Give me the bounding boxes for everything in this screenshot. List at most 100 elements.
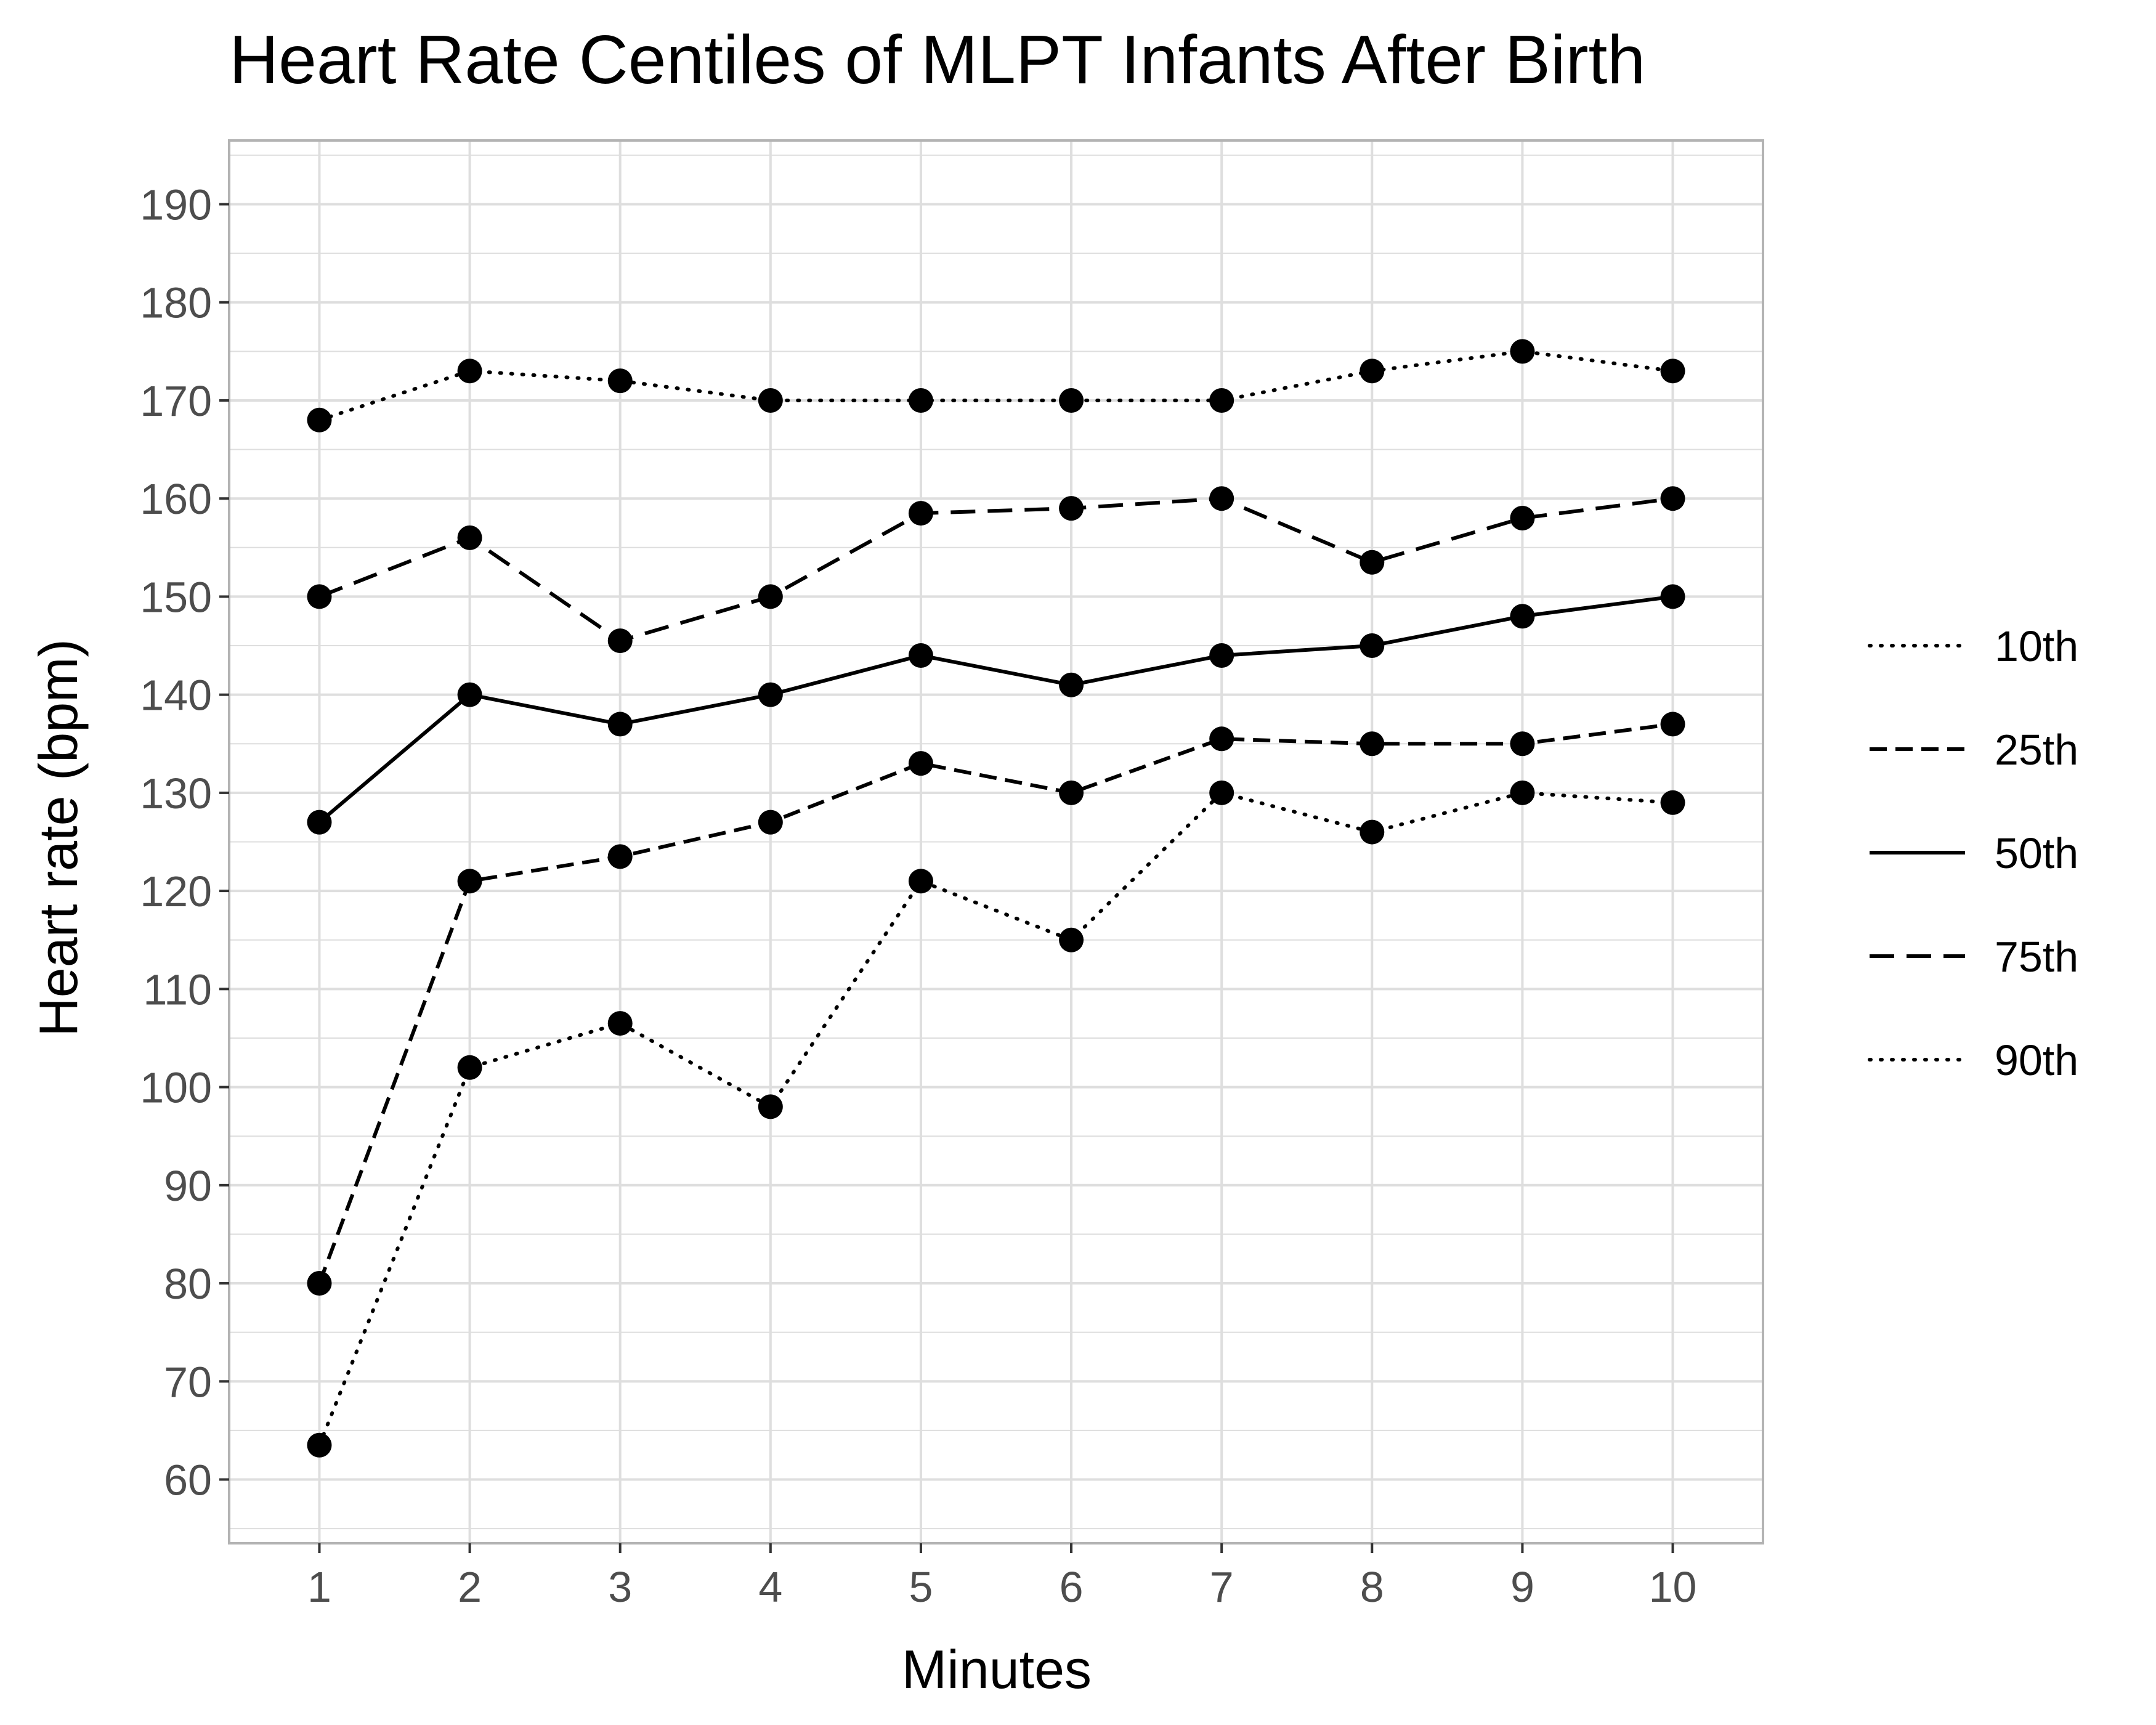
data-point: [758, 682, 783, 707]
data-point: [307, 1271, 332, 1296]
data-point: [1660, 584, 1685, 609]
x-tick-label: 1: [307, 1563, 331, 1611]
legend-label: 50th: [1995, 829, 2078, 877]
data-point: [1360, 819, 1385, 845]
series-line-75th: [318, 497, 1673, 643]
series-75th: [307, 486, 1685, 654]
legend-label: 90th: [1995, 1036, 2078, 1084]
y-tick-label: 130: [140, 769, 212, 818]
grid: [229, 140, 1763, 1543]
data-point: [1059, 927, 1084, 952]
y-tick-label: 110: [143, 965, 212, 1013]
series-line-90th: [317, 349, 1675, 422]
data-point: [607, 712, 633, 737]
data-point: [758, 1094, 783, 1119]
x-tick-label: 7: [1210, 1563, 1234, 1611]
legend-item-50th: 50th: [1870, 829, 2078, 877]
data-point: [307, 1432, 332, 1458]
data-point: [307, 810, 332, 835]
data-point: [1660, 712, 1685, 737]
data-point: [307, 407, 332, 432]
data-point: [1059, 780, 1084, 805]
y-tick-label: 170: [140, 377, 212, 425]
data-point: [758, 584, 783, 609]
legend-label: 10th: [1995, 622, 2078, 670]
series-group: [307, 339, 1685, 1458]
data-point: [457, 1055, 482, 1080]
data-point: [908, 751, 933, 776]
data-point: [307, 584, 332, 609]
y-tick-label: 150: [140, 573, 212, 621]
data-point: [758, 810, 783, 835]
y-axis-title: Heart rate (bpm): [28, 639, 89, 1037]
legend-item-25th: 25th: [1870, 726, 2078, 774]
data-point: [1360, 550, 1385, 575]
series-line-25th: [317, 722, 1673, 1285]
x-tick-label: 6: [1060, 1563, 1084, 1611]
data-point: [1059, 388, 1084, 413]
y-tick-label: 190: [140, 181, 212, 229]
chart-title: Heart Rate Centiles of MLPT Infants Afte…: [229, 22, 1645, 98]
y-tick-label: 70: [164, 1358, 212, 1406]
data-point: [908, 501, 933, 526]
legend-item-75th: 75th: [1870, 933, 2078, 981]
data-point: [1209, 643, 1234, 668]
data-point: [1209, 726, 1234, 752]
data-point: [908, 869, 933, 894]
data-point: [1360, 359, 1385, 384]
legend: 10th 25th 50th 75th 90th: [1868, 622, 2078, 1084]
data-point: [1209, 486, 1234, 511]
x-tick-label: 9: [1510, 1563, 1534, 1611]
legend-label: 75th: [1995, 933, 2078, 981]
y-tick-label: 90: [164, 1162, 212, 1210]
data-point: [1510, 780, 1535, 805]
x-tick-label: 8: [1360, 1563, 1384, 1611]
series-10th: [307, 780, 1685, 1458]
y-tick-label: 160: [140, 475, 212, 523]
series-25th: [307, 712, 1685, 1296]
legend-item-10th: 10th: [1868, 622, 2078, 670]
data-point: [607, 368, 633, 394]
axes: 60 70 80 90 100 110 120 130 140 150 160 170 180 190 1 2…: [140, 181, 1696, 1612]
data-point: [1510, 604, 1535, 629]
data-point: [607, 844, 633, 869]
legend-item-90th: 90th: [1868, 1036, 2078, 1084]
legend-label: 25th: [1995, 726, 2078, 774]
data-point: [1660, 790, 1685, 815]
data-point: [1209, 388, 1234, 413]
data-point: [758, 388, 783, 413]
x-tick-label: 4: [758, 1563, 782, 1611]
series-line-50th: [318, 595, 1673, 824]
x-axis-title: Minutes: [902, 1639, 1092, 1700]
data-point: [457, 869, 482, 894]
data-point: [908, 643, 933, 668]
data-point: [1510, 731, 1535, 757]
series-line-10th: [317, 790, 1675, 1447]
data-point: [607, 628, 633, 654]
data-point: [1510, 339, 1535, 364]
x-tick-label: 3: [608, 1563, 632, 1611]
data-point: [1209, 780, 1234, 805]
data-point: [1059, 672, 1084, 697]
data-point: [1360, 731, 1385, 757]
data-point: [1510, 506, 1535, 531]
x-tick-label: 2: [458, 1563, 482, 1611]
data-point: [457, 525, 482, 550]
data-point: [908, 388, 933, 413]
y-tick-label: 120: [140, 867, 212, 915]
y-tick-label: 140: [140, 672, 212, 720]
data-point: [1660, 486, 1685, 511]
x-tick-label: 5: [909, 1563, 933, 1611]
series-90th: [307, 339, 1685, 432]
data-point: [1059, 496, 1084, 521]
data-point: [1360, 633, 1385, 659]
data-point: [1660, 359, 1685, 384]
data-point: [457, 682, 482, 707]
y-tick-label: 60: [164, 1456, 212, 1504]
plot-panel-border: [228, 139, 1764, 1544]
x-tick-label: 10: [1649, 1563, 1697, 1611]
data-point: [457, 359, 482, 384]
y-tick-label: 180: [140, 279, 212, 327]
